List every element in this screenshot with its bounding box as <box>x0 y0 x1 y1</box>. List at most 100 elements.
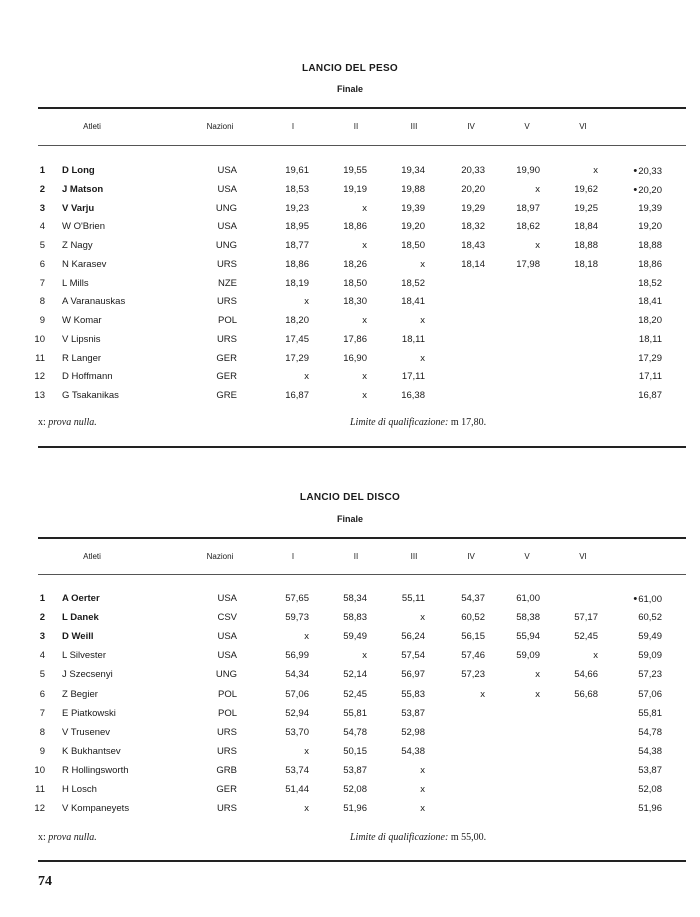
throw-3: x <box>420 258 425 270</box>
throw-3: 18,41 <box>401 296 425 308</box>
throw-2: 18,26 <box>343 258 367 270</box>
qualification-value: m 55,00. <box>450 832 487 843</box>
table-row: 3 D Weill USA x 59,49 56,24 56,15 55,94 52,45 59,… <box>0 631 700 649</box>
nation: USA <box>217 165 237 176</box>
throw-2: 52,08 <box>343 784 367 795</box>
throw-1: 18,53 <box>285 183 309 195</box>
throw-4: 56,15 <box>461 631 485 643</box>
throw-1: 18,20 <box>285 315 309 326</box>
nation: UNG <box>215 669 237 681</box>
throw-4: 60,52 <box>461 612 485 624</box>
throw-3: 19,20 <box>401 221 425 233</box>
throw-5: 18,62 <box>516 221 540 233</box>
throw-4: 18,43 <box>461 240 485 251</box>
column-header: VI <box>579 122 587 131</box>
section-title: LANCIO DEL DISCO <box>299 492 401 503</box>
athlete-name: L Danek <box>62 612 99 624</box>
footnote-key: x: <box>38 832 46 843</box>
throw-3: 56,97 <box>401 669 425 681</box>
throw-4: 20,33 <box>461 165 485 176</box>
section-subtitle: Finale <box>336 84 363 94</box>
rank: 11 <box>35 784 45 795</box>
nation: USA <box>217 183 237 195</box>
throw-1: 56,99 <box>285 650 309 662</box>
throw-4: 57,46 <box>461 650 485 662</box>
throw-1: x <box>304 631 309 643</box>
throw-3: 57,54 <box>401 650 425 662</box>
athlete-name: H Losch <box>62 784 97 795</box>
best-value: 57,06 <box>638 688 662 700</box>
rank: 6 <box>39 258 45 270</box>
throw-2: 17,86 <box>343 333 367 345</box>
nation: USA <box>217 593 237 604</box>
throw-6: 18,88 <box>574 240 598 251</box>
table-row: 3 V Varju UNG 19,23 x 19,39 19,29 18,97 19,25 19,… <box>0 203 700 221</box>
column-header: IV <box>467 552 475 561</box>
throw-1: 19,23 <box>285 202 309 214</box>
throw-1: 51,44 <box>285 784 309 795</box>
best-result: 52,08 <box>638 784 662 795</box>
rank: 6 <box>39 688 45 700</box>
athlete-name: Z Begier <box>62 688 98 700</box>
throw-5: x <box>535 183 540 195</box>
best-value: 61,00 <box>638 594 662 605</box>
athlete-name: V Kompaneyets <box>62 803 130 815</box>
table-row: 6 Z Begier POL 57,06 52,45 55,83 x x 56,68 57,06 <box>0 689 700 707</box>
athlete-name: D Hoffmann <box>62 371 113 383</box>
record-marker-icon: • <box>633 165 638 177</box>
throw-4: 54,37 <box>461 593 485 604</box>
throw-4: 19,29 <box>461 202 485 214</box>
throw-2: 16,90 <box>343 352 367 364</box>
table-row: 9 K Bukhantsev URS x 50,15 54,38 54,38 <box>0 746 700 764</box>
footnote-text: prova nulla. <box>48 417 97 428</box>
top-rule <box>38 107 686 109</box>
athlete-name: V Varju <box>62 202 95 214</box>
column-header: II <box>353 552 359 561</box>
throw-1: x <box>304 371 309 383</box>
throw-5: 55,94 <box>516 631 540 643</box>
column-header: Atleti <box>83 552 101 561</box>
rank: 3 <box>39 202 45 214</box>
throw-1: 59,73 <box>285 612 309 624</box>
throw-2: x <box>362 390 367 401</box>
throw-3: x <box>420 352 425 364</box>
footnote-null-attempt: x: prova nulla. <box>38 832 97 843</box>
best-result: 19,39 <box>638 203 662 214</box>
throw-2: 51,96 <box>343 803 367 815</box>
throw-1: 19,61 <box>285 165 309 176</box>
throw-5: x <box>535 240 540 251</box>
rank: 7 <box>39 277 45 289</box>
best-result: •61,00 <box>633 593 662 605</box>
athlete-name: V Lipsnis <box>62 333 101 345</box>
qualification-label: Limite di qualificazione: <box>350 832 449 843</box>
best-value: 59,49 <box>638 631 662 643</box>
rank: 9 <box>39 745 45 757</box>
header-rule <box>38 574 686 575</box>
column-header: II <box>353 122 359 131</box>
rank: 2 <box>39 183 45 195</box>
page-number: 74 <box>38 874 52 889</box>
throw-3: 19,88 <box>401 183 425 195</box>
throw-2: 58,83 <box>343 612 367 624</box>
best-value: 17,11 <box>638 371 662 383</box>
rank: 12 <box>34 371 45 383</box>
nation: URS <box>216 296 237 308</box>
top-rule <box>38 537 686 539</box>
rank: 1 <box>39 165 45 176</box>
throw-2: 19,55 <box>343 165 367 176</box>
athlete-name: D Weill <box>62 631 94 643</box>
table-row: 12 D Hoffmann GER x x 17,11 17,11 <box>0 371 700 389</box>
athlete-name: W Komar <box>62 315 102 326</box>
nation: GRE <box>216 390 237 401</box>
throw-6: 19,25 <box>574 202 598 214</box>
best-value: 53,87 <box>638 764 662 776</box>
record-marker-icon: • <box>633 593 638 605</box>
table-row: 5 J Szecsenyi UNG 54,34 52,14 56,97 57,23 x 54,6… <box>0 669 700 687</box>
throw-2: x <box>362 371 367 383</box>
nation: URS <box>216 803 237 815</box>
qualification-label: Limite di qualificazione: <box>350 417 449 428</box>
best-result: 17,11 <box>639 371 662 382</box>
best-value: 51,96 <box>638 803 662 815</box>
throw-3: 19,34 <box>401 165 425 176</box>
